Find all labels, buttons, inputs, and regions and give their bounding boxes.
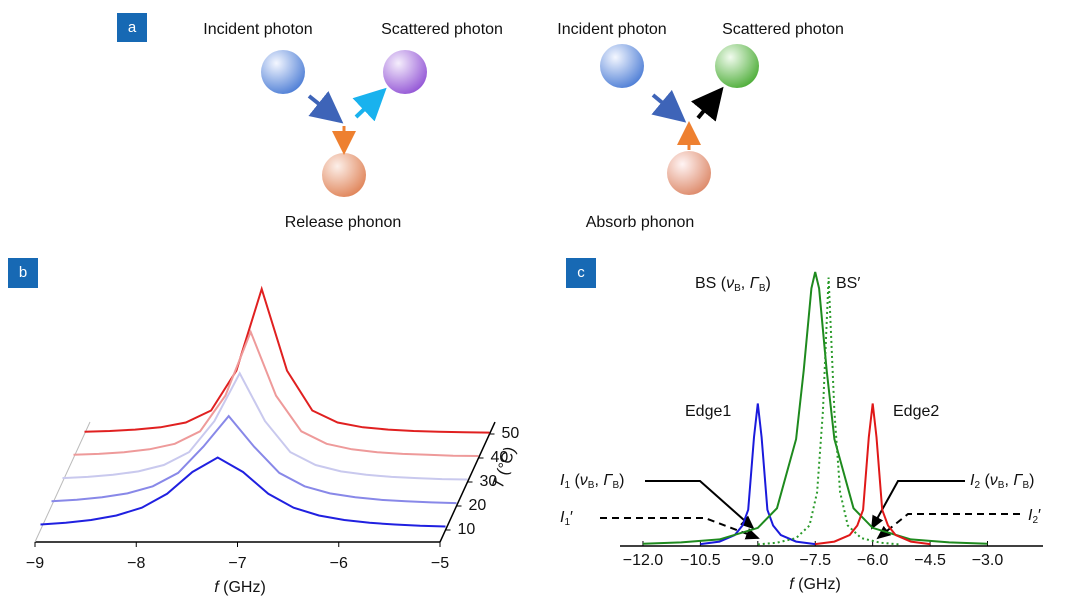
z-tick-label: 10	[458, 521, 476, 538]
leader-line	[876, 513, 1020, 540]
arrow	[352, 87, 387, 122]
axis-line	[34, 421, 91, 543]
x-axis-title: f (GHz)	[214, 579, 266, 596]
x-tick-label: −9.0	[742, 552, 774, 569]
leader-line	[871, 480, 965, 530]
label-part: 2	[974, 480, 980, 491]
phonon	[667, 151, 711, 195]
x-tick-label: −6	[330, 555, 348, 572]
label-part: 2	[1032, 515, 1038, 526]
axis-unit: (GHz)	[219, 579, 266, 596]
label-part: Γ	[603, 472, 613, 489]
label-part: 1	[564, 517, 570, 528]
annotation: I1 (νB, ΓB)	[560, 472, 624, 490]
x-tick-label: −7.5	[799, 552, 831, 569]
photon	[261, 50, 305, 94]
panel-label-text: a	[128, 19, 137, 36]
label-part: ν	[580, 472, 588, 489]
z-tick-label: 50	[502, 425, 520, 442]
arrow	[651, 89, 687, 123]
label-part: ,	[741, 275, 750, 292]
photon	[600, 44, 644, 88]
label-part: B	[612, 480, 619, 491]
x-tick-label: −4.5	[914, 552, 946, 569]
z-tick-label: 20	[469, 497, 487, 514]
z-tick-label: 40	[491, 449, 509, 466]
label-part: ν	[990, 472, 998, 489]
scattering-diagram: Incident photon Scattered photon Release…	[203, 21, 844, 231]
x-tick-label: −3.0	[972, 552, 1004, 569]
spectrum-line	[51, 414, 457, 505]
z-tick-label: 30	[480, 473, 498, 490]
x-tick-label: −12.0	[623, 552, 664, 569]
spectrum-line	[62, 371, 468, 481]
label-part: B	[998, 480, 1005, 491]
spectrum-line	[73, 329, 479, 457]
label-part: ,	[1004, 472, 1013, 489]
label-part: I	[1028, 507, 1033, 524]
diagram-label: Incident photon	[557, 21, 666, 38]
curve-label: Edge1	[685, 403, 731, 420]
label-part: 1	[564, 480, 570, 491]
label-part: ′	[1038, 507, 1041, 524]
axis-symbol: f	[214, 579, 220, 596]
diagram-label: Release phonon	[285, 214, 402, 231]
label-part: (	[570, 472, 580, 489]
series-name: BS	[695, 275, 716, 292]
x-tick-label: −10.5	[680, 552, 721, 569]
panel-label: c	[566, 258, 596, 288]
phonon	[322, 153, 366, 197]
curve-label: BS (νB, ΓB)	[695, 275, 771, 293]
label-part: ,	[594, 472, 603, 489]
diagram-label: Scattered photon	[722, 21, 844, 38]
label-part: (	[980, 472, 990, 489]
diagram-label: Scattered photon	[381, 21, 503, 38]
label-part: Γ	[750, 275, 760, 292]
arrow	[690, 86, 724, 122]
spectrum-line	[642, 271, 988, 545]
x-tick-label: −5	[431, 555, 449, 572]
diagram-label: Absorb phonon	[586, 214, 695, 231]
x-tick-label: −8	[127, 555, 145, 572]
panel-label: a	[117, 13, 147, 42]
panel-label-text: c	[577, 264, 585, 281]
label-part: ′	[570, 509, 573, 526]
label-part: I	[560, 509, 565, 526]
x-tick-label: −7	[228, 555, 246, 572]
label-part: B	[588, 480, 595, 491]
panel-label: b	[8, 258, 38, 288]
axis-unit: (GHz)	[794, 576, 841, 593]
photon	[715, 44, 759, 88]
spectrum-line	[757, 277, 900, 546]
arrow	[307, 91, 344, 124]
curve-label: BS′	[836, 275, 860, 292]
annotation: I2 (νB, ΓB)	[970, 472, 1034, 490]
label-part: )	[1029, 472, 1034, 489]
photon	[383, 50, 427, 94]
label-part: B	[1022, 480, 1029, 491]
label-part: )	[765, 275, 770, 292]
label-part: B	[734, 283, 741, 294]
x-tick-label: −9	[26, 555, 44, 572]
label-part: I	[970, 472, 975, 489]
label-part: Γ	[1013, 472, 1023, 489]
curve-label: Edge2	[893, 403, 939, 420]
panel-label-text: b	[19, 264, 27, 281]
x-axis-title: f (GHz)	[789, 576, 841, 593]
x-tick-label: −6.0	[857, 552, 889, 569]
spectrum-line	[84, 285, 490, 434]
annotation: I2′	[1028, 507, 1041, 525]
label-part: B	[759, 283, 766, 294]
label-part: )	[619, 472, 624, 489]
spectrum-line	[40, 456, 446, 528]
label-part: I	[560, 472, 565, 489]
label-part: ν	[726, 275, 734, 292]
spectrum-line	[815, 403, 931, 546]
label-part: (	[716, 275, 726, 292]
annotation: I1′	[560, 509, 573, 527]
axis-symbol: f	[789, 576, 795, 593]
leader-line	[645, 480, 755, 530]
diagram-label: Incident photon	[203, 21, 312, 38]
